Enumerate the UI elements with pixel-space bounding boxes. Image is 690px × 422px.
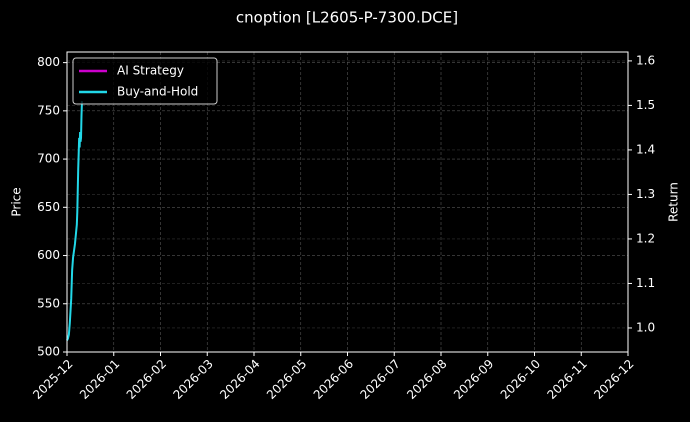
y2-tick-label: 1.4 xyxy=(636,142,655,156)
y-tick-label: 700 xyxy=(37,152,60,166)
y-tick-label: 650 xyxy=(37,200,60,214)
y2-tick-label: 1.2 xyxy=(636,231,655,245)
y-axis-label: Price xyxy=(10,187,24,216)
plot-frame xyxy=(66,51,629,353)
series-line xyxy=(66,101,83,341)
y2-tick-label: 1.5 xyxy=(636,98,655,112)
legend-box xyxy=(72,57,218,105)
y-tick-label: 800 xyxy=(37,55,60,69)
y-tick-label: 750 xyxy=(37,103,60,117)
y-tick-label: 550 xyxy=(37,296,60,310)
y2-tick-label: 1.6 xyxy=(636,53,655,67)
y2-axis-label: Return xyxy=(667,182,681,222)
y2-tick-label: 1.1 xyxy=(636,276,655,290)
chart-title: cnoption [L2605-P-7300.DCE] xyxy=(236,9,458,27)
legend-label: Buy-and-Hold xyxy=(117,85,198,99)
y-tick-label: 600 xyxy=(37,248,60,262)
y-tick-label: 500 xyxy=(37,345,60,359)
y2-tick-label: 1.0 xyxy=(636,320,655,334)
y2-tick-label: 1.3 xyxy=(636,187,655,201)
legend-label: AI Strategy xyxy=(117,64,184,78)
